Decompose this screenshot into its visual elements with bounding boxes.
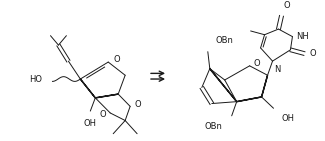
Text: O: O bbox=[134, 100, 141, 109]
Text: O: O bbox=[254, 59, 260, 68]
Polygon shape bbox=[210, 69, 237, 102]
Text: OBn: OBn bbox=[205, 122, 223, 131]
Text: NH: NH bbox=[296, 32, 309, 41]
Text: HO: HO bbox=[30, 75, 43, 84]
Text: OBn: OBn bbox=[216, 36, 234, 45]
Polygon shape bbox=[237, 97, 262, 102]
Text: O: O bbox=[100, 110, 106, 119]
Text: O: O bbox=[283, 1, 290, 10]
Text: O: O bbox=[309, 49, 316, 58]
Text: OH: OH bbox=[84, 119, 97, 128]
Polygon shape bbox=[262, 75, 267, 97]
Polygon shape bbox=[95, 94, 118, 98]
Text: O: O bbox=[113, 55, 120, 64]
Text: OH: OH bbox=[281, 114, 294, 123]
Text: N: N bbox=[275, 65, 281, 74]
Polygon shape bbox=[80, 79, 95, 98]
